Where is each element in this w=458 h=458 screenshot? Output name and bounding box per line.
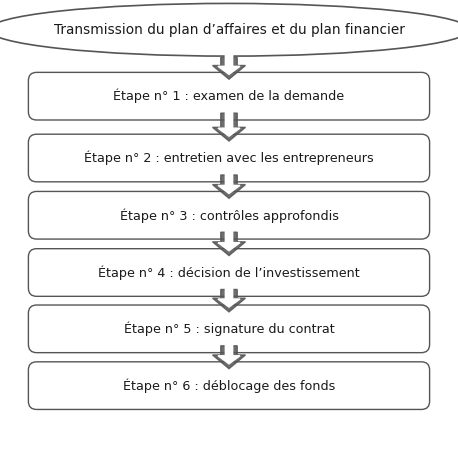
Polygon shape [218,343,240,364]
FancyBboxPatch shape [28,249,430,296]
Polygon shape [218,110,240,136]
Text: Étape n° 4 : décision de l’investissement: Étape n° 4 : décision de l’investissemen… [98,265,360,280]
FancyBboxPatch shape [28,191,430,239]
FancyBboxPatch shape [28,362,430,409]
Text: Étape n° 1 : examen de la demande: Étape n° 1 : examen de la demande [114,89,344,104]
Text: Étape n° 6 : déblocage des fonds: Étape n° 6 : déblocage des fonds [123,378,335,393]
FancyBboxPatch shape [28,305,430,353]
Polygon shape [218,229,240,251]
Polygon shape [213,58,245,79]
Polygon shape [213,232,245,256]
Text: Transmission du plan d’affaires et du plan financier: Transmission du plan d’affaires et du pl… [54,23,404,37]
Polygon shape [218,172,240,193]
Polygon shape [218,55,240,75]
Text: Étape n° 3 : contrôles approfondis: Étape n° 3 : contrôles approfondis [120,208,338,223]
FancyBboxPatch shape [28,72,430,120]
Polygon shape [213,346,245,369]
Polygon shape [213,289,245,312]
Text: Étape n° 2 : entretien avec les entrepreneurs: Étape n° 2 : entretien avec les entrepre… [84,151,374,165]
Polygon shape [213,113,245,141]
Text: Étape n° 5 : signature du contrat: Étape n° 5 : signature du contrat [124,322,334,336]
Polygon shape [213,175,245,198]
FancyBboxPatch shape [28,134,430,182]
Polygon shape [218,287,240,307]
